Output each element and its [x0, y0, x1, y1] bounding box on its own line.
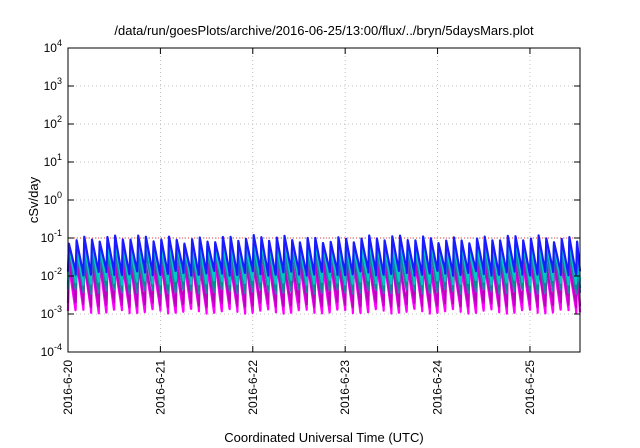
x-tick-label: 2016-6-23 — [338, 360, 352, 415]
y-tick-label: 10-3 — [41, 304, 62, 321]
x-tick-label: 2016-6-22 — [246, 360, 260, 415]
x-tick-label: 2016-6-20 — [61, 360, 75, 415]
y-tick-label: 10-1 — [41, 228, 62, 245]
y-axis-ticks: 10-4 10-3 10-2 10-1 100 101 102 103 104 — [41, 38, 580, 359]
y-tick-label: 10-2 — [41, 266, 62, 283]
x-tick-label: 2016-6-24 — [431, 360, 445, 415]
series-line — [66, 234, 582, 277]
y-tick-label: 102 — [44, 114, 62, 131]
chart-title: /data/run/goesPlots/archive/2016-06-25/1… — [114, 23, 534, 38]
x-tick-label: 2016-6-25 — [523, 360, 537, 415]
y-tick-label: 104 — [44, 38, 62, 55]
x-axis-ticks: 2016-6-20 2016-6-21 2016-6-22 2016-6-23 2016… — [61, 48, 537, 415]
y-tick-label: 101 — [44, 152, 62, 169]
y-tick-label: 100 — [44, 190, 62, 207]
y-tick-label: 103 — [44, 76, 62, 93]
x-tick-label: 2016-6-21 — [153, 360, 167, 415]
y-tick-label: 10-4 — [41, 342, 62, 359]
x-axis-title: Coordinated Universal Time (UTC) — [224, 430, 423, 445]
series-layer — [66, 234, 582, 315]
y-axis-title: cSv/day — [26, 176, 41, 223]
